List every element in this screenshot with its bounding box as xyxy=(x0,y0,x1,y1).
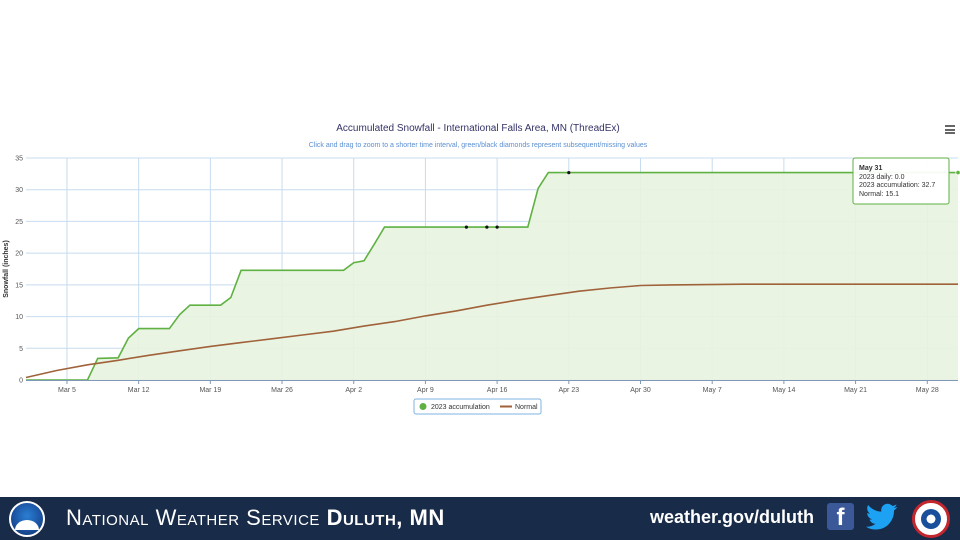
twitter-icon[interactable] xyxy=(866,503,898,531)
missing-value-marker[interactable] xyxy=(495,225,499,229)
tooltip: May 31 2023 daily: 0.0 2023 accumulation… xyxy=(852,157,950,205)
x-tick-label: Mar 19 xyxy=(199,387,221,394)
y-tick-label: 15 xyxy=(15,282,23,289)
x-tick-label: Mar 5 xyxy=(58,387,76,394)
x-tick-label: Apr 23 xyxy=(559,387,580,394)
facebook-icon[interactable]: f xyxy=(827,503,854,530)
x-tick-label: May 14 xyxy=(772,387,795,394)
footer-title: National Weather Service Duluth, MN xyxy=(66,506,445,530)
x-tick-label: Apr 2 xyxy=(345,387,362,394)
noaa-logo-icon xyxy=(9,501,45,537)
footer-url[interactable]: weather.gov/duluth xyxy=(650,507,815,527)
tooltip-date: May 31 xyxy=(859,165,882,172)
footer-office-name: Duluth, MN xyxy=(326,505,445,530)
x-tick-label: Apr 16 xyxy=(487,387,508,394)
missing-value-marker[interactable] xyxy=(485,225,489,229)
missing-value-marker[interactable] xyxy=(464,225,468,229)
x-tick-label: May 28 xyxy=(916,387,939,394)
hover-point-marker[interactable] xyxy=(955,169,960,176)
tooltip-box xyxy=(852,157,950,205)
x-tick-label: Apr 30 xyxy=(630,387,651,394)
footer-org-name: National Weather Service xyxy=(66,505,320,530)
y-tick-label: 0 xyxy=(19,378,23,385)
x-tick-label: May 21 xyxy=(844,387,867,394)
chart-title: Accumulated Snowfall - International Fal… xyxy=(336,123,619,134)
tooltip-line-daily: 2023 daily: 0.0 xyxy=(859,174,905,181)
y-tick-label: 10 xyxy=(15,314,23,321)
chart-subtitle: Click and drag to zoom to a shorter time… xyxy=(309,142,648,149)
chart-menu-icon[interactable] xyxy=(945,125,955,135)
y-tick-label: 5 xyxy=(19,346,23,353)
y-tick-label: 35 xyxy=(15,156,23,163)
legend-item-normal[interactable]: Normal xyxy=(500,404,538,411)
tooltip-line-accumulation: 2023 accumulation: 32.7 xyxy=(859,182,935,189)
footer-banner: National Weather Service Duluth, MN weat… xyxy=(0,497,960,540)
x-tick-label: Apr 9 xyxy=(417,387,434,394)
x-tick-label: May 7 xyxy=(703,387,722,394)
legend-swatch-accumulation xyxy=(419,403,427,410)
x-tick-label: Mar 12 xyxy=(128,387,150,394)
y-tick-label: 25 xyxy=(15,219,23,226)
plot-area[interactable] xyxy=(25,169,960,381)
snowfall-chart[interactable]: Accumulated Snowfall - International Fal… xyxy=(0,0,960,497)
y-tick-label: 20 xyxy=(15,251,23,258)
axes: 0 5 10 15 20 25 30 35 Mar 5 Mar 12 Mar 19 Mar 26 Apr… xyxy=(15,156,958,394)
legend: 2023 accumulation Normal xyxy=(413,398,542,415)
tooltip-line-normal: Normal: 15.1 xyxy=(859,191,899,198)
nws-logo-icon xyxy=(912,500,950,538)
legend-label-normal: Normal xyxy=(515,404,538,411)
accumulation-area-fill xyxy=(26,172,958,380)
normal-series-line[interactable] xyxy=(25,283,958,379)
legend-box xyxy=(413,398,542,415)
missing-value-marker[interactable] xyxy=(567,170,571,175)
legend-item-accumulation[interactable]: 2023 accumulation xyxy=(419,403,490,411)
legend-label-accumulation: 2023 accumulation xyxy=(431,404,490,411)
x-tick-label: Mar 26 xyxy=(271,387,293,394)
accumulation-series-line[interactable] xyxy=(26,171,958,381)
y-tick-label: 30 xyxy=(15,187,23,194)
y-axis-title: Snowfall (inches) xyxy=(3,240,10,298)
